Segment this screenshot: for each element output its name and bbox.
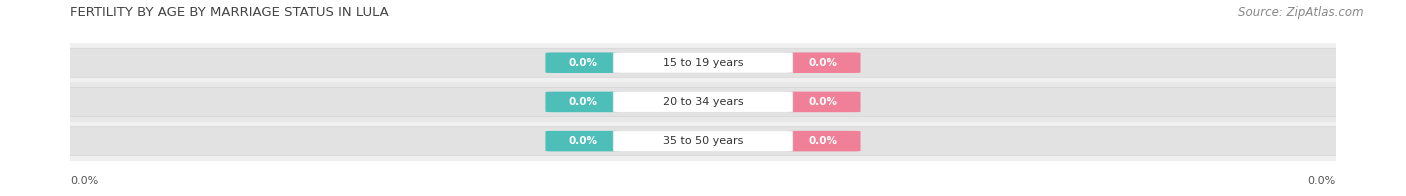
Text: 15 to 19 years: 15 to 19 years bbox=[662, 58, 744, 68]
Text: 0.0%: 0.0% bbox=[808, 97, 838, 107]
FancyBboxPatch shape bbox=[546, 92, 621, 112]
FancyBboxPatch shape bbox=[785, 92, 860, 112]
FancyBboxPatch shape bbox=[51, 127, 1355, 156]
Bar bbox=[70, 122, 1336, 161]
Text: Source: ZipAtlas.com: Source: ZipAtlas.com bbox=[1239, 6, 1364, 19]
FancyBboxPatch shape bbox=[785, 131, 860, 151]
Text: 0.0%: 0.0% bbox=[70, 176, 98, 186]
Text: 0.0%: 0.0% bbox=[808, 136, 838, 146]
FancyBboxPatch shape bbox=[613, 131, 793, 151]
Text: FERTILITY BY AGE BY MARRIAGE STATUS IN LULA: FERTILITY BY AGE BY MARRIAGE STATUS IN L… bbox=[70, 6, 389, 19]
Text: 0.0%: 0.0% bbox=[568, 58, 598, 68]
FancyBboxPatch shape bbox=[613, 53, 793, 73]
Legend: Married, Unmarried: Married, Unmarried bbox=[616, 192, 790, 196]
Text: 20 to 34 years: 20 to 34 years bbox=[662, 97, 744, 107]
Text: 0.0%: 0.0% bbox=[568, 97, 598, 107]
Bar bbox=[70, 82, 1336, 122]
Text: 0.0%: 0.0% bbox=[1308, 176, 1336, 186]
FancyBboxPatch shape bbox=[51, 48, 1355, 77]
Bar bbox=[70, 43, 1336, 82]
FancyBboxPatch shape bbox=[546, 131, 621, 151]
Text: 0.0%: 0.0% bbox=[568, 136, 598, 146]
FancyBboxPatch shape bbox=[785, 53, 860, 73]
FancyBboxPatch shape bbox=[613, 92, 793, 112]
Text: 0.0%: 0.0% bbox=[808, 58, 838, 68]
FancyBboxPatch shape bbox=[546, 53, 621, 73]
Text: 35 to 50 years: 35 to 50 years bbox=[662, 136, 744, 146]
FancyBboxPatch shape bbox=[51, 87, 1355, 116]
